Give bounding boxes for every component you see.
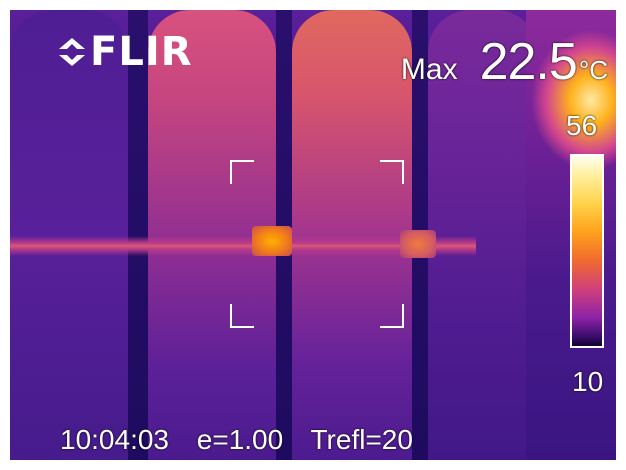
temperature-unit: °C (578, 55, 608, 85)
status-bar: 10:04:03 e=1.00 Trefl=20 (60, 424, 413, 456)
radiator-column (10, 10, 128, 460)
emissivity: e=1.00 (196, 424, 284, 455)
measurement-box-corner (230, 160, 254, 184)
measurement-box-corner (230, 304, 254, 328)
measurement-box-corner (380, 160, 404, 184)
flir-logo-icon (59, 38, 85, 66)
max-value: 22.5 (479, 33, 578, 91)
pipe-fitting (252, 226, 292, 256)
temperature-color-scale (570, 154, 604, 348)
pipe-line (10, 236, 476, 256)
pipe-fitting (400, 230, 436, 258)
timestamp: 10:04:03 (60, 424, 169, 455)
radiator-column (428, 10, 538, 460)
flir-logo: FLIR (58, 32, 193, 72)
radiator-column (292, 10, 412, 460)
thermal-image-view: FLIR Max 22.5 °C 56 10 10:04:03 e=1.00 T… (10, 10, 616, 460)
brand-name: FLIR (90, 29, 193, 75)
max-label: Max (400, 53, 458, 86)
max-temperature-readout: Max 22.5 °C (401, 32, 608, 92)
radiator-gap (128, 10, 148, 460)
measurement-box-corner (380, 304, 404, 328)
reflected-temperature: Trefl=20 (310, 424, 413, 455)
scale-max-value: 56 (566, 110, 598, 141)
scale-min-value: 10 (572, 366, 604, 397)
